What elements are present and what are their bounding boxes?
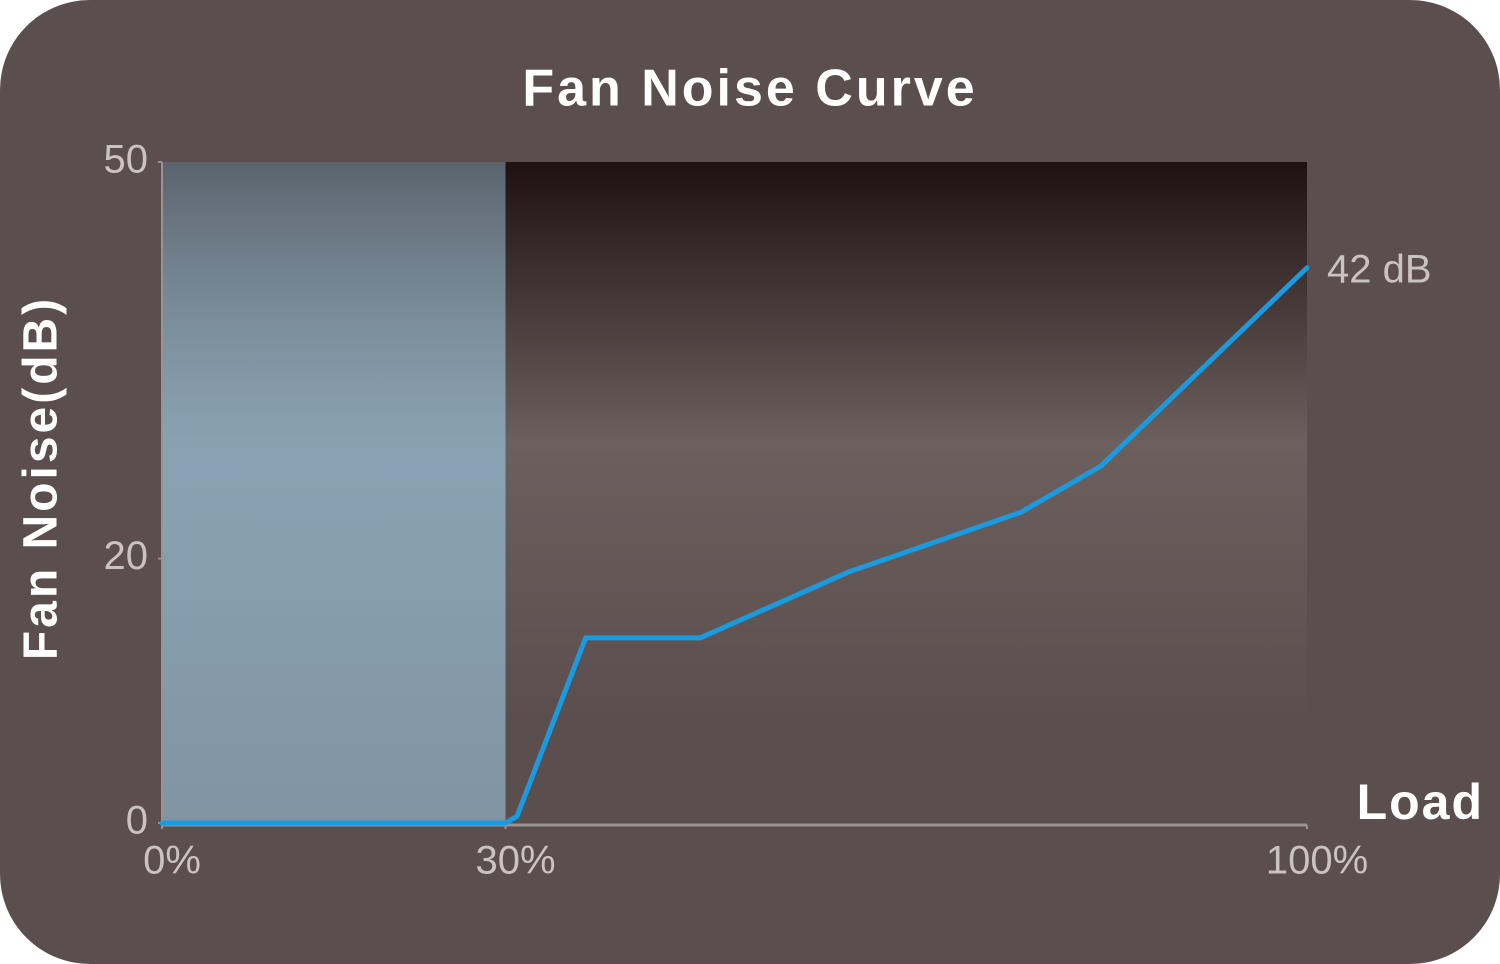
highlight-range <box>162 162 506 823</box>
y-tick-label: 50 <box>104 138 149 182</box>
x-axis-label: Load <box>1357 774 1484 830</box>
chart-title: Fan Noise Curve <box>522 60 977 118</box>
y-axis-label: Fan Noise(dB) <box>15 296 68 660</box>
value-label: 42 dB <box>1327 247 1432 291</box>
x-tick-label: 0% <box>143 839 201 883</box>
x-tick-label: 100% <box>1266 839 1368 883</box>
x-tick-label: 30% <box>475 839 555 883</box>
y-tick-label: 0 <box>126 799 148 843</box>
line <box>159 265 1310 826</box>
y-tick-label: 20 <box>104 534 149 578</box>
